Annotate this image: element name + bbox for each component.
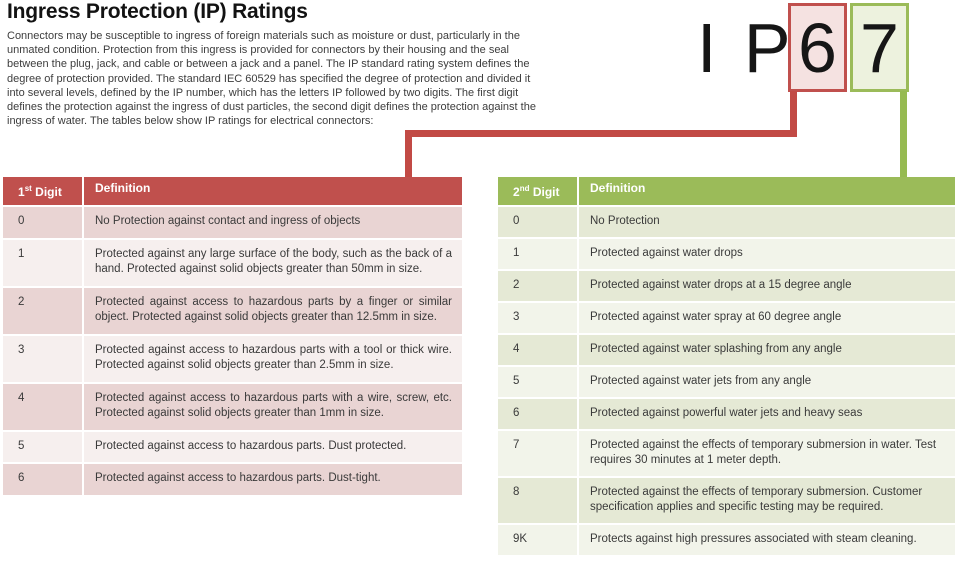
definition-cell: Protected against water spray at 60 degr… (579, 303, 955, 333)
first-digit-table: 1st Digit Definition 0 No Protection aga… (3, 177, 462, 495)
definition-cell: Protected against water jets from any an… (579, 367, 955, 397)
digit-cell: 3 (3, 335, 82, 382)
definition-cell: Protected against access to hazardous pa… (84, 464, 462, 495)
digit-cell: 6 (498, 399, 577, 429)
digit-cell: 3 (498, 303, 577, 333)
digit-cell: 8 (498, 478, 577, 523)
digit-cell: 9K (498, 525, 577, 555)
definition-cell: Protected against the effects of tempora… (579, 431, 955, 476)
definition-cell: Protected against the effects of tempora… (579, 478, 955, 523)
ip-prefix-text: I P (697, 8, 795, 87)
definition-cell: Protected against water drops at a 15 de… (579, 271, 955, 301)
digit-cell: 4 (3, 383, 82, 430)
definition-cell: Protected against water splashing from a… (579, 335, 955, 365)
definition-cell: Protected against access to hazardous pa… (84, 335, 462, 382)
first-digit-connector-vertical-bottom (405, 130, 412, 178)
definition-cell: No Protection against contact and ingres… (84, 207, 462, 238)
definition-cell: Protects against high pressures associat… (579, 525, 955, 555)
page-title: Ingress Protection (IP) Ratings (7, 0, 308, 23)
definition-cell: Protected against any large surface of t… (84, 239, 462, 286)
definition-cell: Protected against access to hazardous pa… (84, 383, 462, 430)
second-digit-table-header-digit: 2nd Digit (498, 177, 577, 205)
digit-cell: 2 (3, 287, 82, 334)
digit-cell: 6 (3, 464, 82, 495)
first-digit-box: 6 (788, 3, 847, 92)
digit-cell: 2 (498, 271, 577, 301)
digit-cell: 1 (498, 239, 577, 269)
second-digit-box: 7 (850, 3, 909, 92)
definition-cell: Protected against water drops (579, 239, 955, 269)
ordinal-superscript: st (24, 184, 32, 193)
first-digit-connector-vertical-top (790, 91, 797, 137)
digit-cell: 7 (498, 431, 577, 476)
intro-paragraph: Connectors may be susceptible to ingress… (7, 30, 536, 128)
definition-cell: Protected against access to hazardous pa… (84, 431, 462, 462)
second-digit-table: 2nd Digit Definition 0 No Protection 1 P… (498, 177, 955, 555)
definition-cell: Protected against access to hazardous pa… (84, 287, 462, 334)
first-digit-table-header-definition: Definition (84, 177, 462, 205)
digit-cell: 5 (3, 431, 82, 462)
ordinal-superscript: nd (519, 184, 530, 193)
second-digit-connector-vertical (900, 91, 907, 179)
digit-cell: 0 (3, 207, 82, 238)
definition-cell: No Protection (579, 207, 955, 237)
first-digit-connector-horizontal (405, 130, 797, 137)
definition-cell: Protected against powerful water jets an… (579, 399, 955, 429)
digit-cell: 5 (498, 367, 577, 397)
digit-cell: 1 (3, 239, 82, 286)
second-digit-table-header-definition: Definition (579, 177, 955, 205)
first-digit-table-header-digit: 1st Digit (3, 177, 82, 205)
digit-cell: 0 (498, 207, 577, 237)
digit-cell: 4 (498, 335, 577, 365)
